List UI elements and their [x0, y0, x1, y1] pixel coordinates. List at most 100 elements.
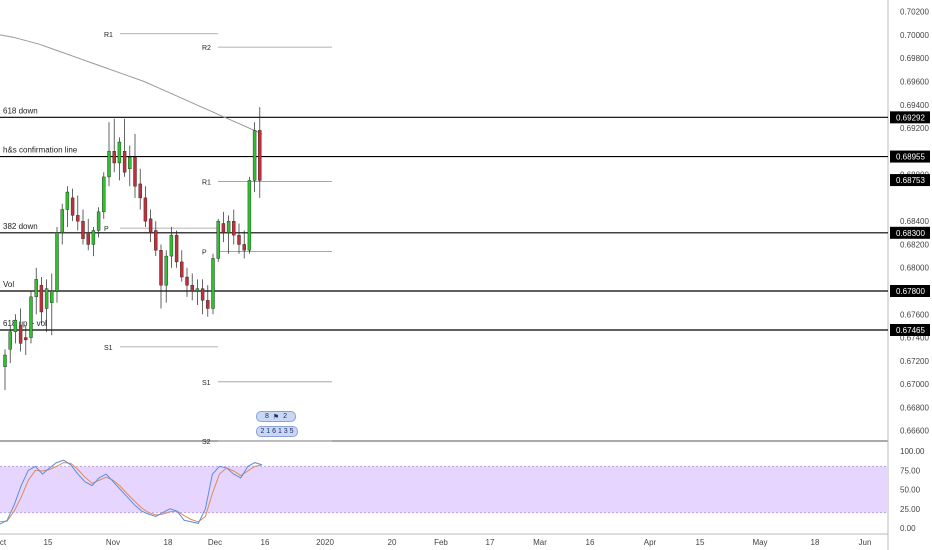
candle-body	[3, 354, 7, 367]
time-axis-label: Apr	[644, 538, 657, 547]
price-tag-bg	[890, 150, 930, 163]
candle-body	[159, 250, 163, 286]
candle-body	[258, 130, 262, 181]
candle-body	[107, 151, 111, 178]
candle-body	[195, 288, 200, 292]
pivot-label: P	[202, 249, 207, 256]
candle-body	[226, 220, 231, 234]
candle-body	[13, 319, 18, 332]
time-axis-label: 18	[811, 538, 820, 547]
candle-body	[180, 261, 184, 278]
candle-body	[185, 276, 189, 286]
pivot-label: R2	[202, 45, 211, 52]
price-axis-tick: 0.67600	[900, 310, 929, 319]
candle-body	[70, 197, 75, 216]
candle-body	[237, 234, 241, 245]
pivot-label: S1	[104, 345, 113, 352]
candle-body	[216, 220, 220, 259]
candle-body	[112, 151, 116, 164]
stoch-axis-tick: 100.00	[900, 447, 925, 456]
stoch-axis-tick: 25.00	[900, 505, 921, 514]
candle-body	[102, 176, 106, 213]
last-price-tag-bg	[890, 174, 930, 187]
candle-body	[138, 183, 142, 199]
price-axis-tick: 0.69400	[900, 101, 929, 110]
price-axis-tick: 0.67000	[900, 380, 929, 389]
stoch-d-line	[0, 462, 263, 523]
level-label-hs-confirmation: h&s confirmation line	[3, 146, 78, 155]
candle-body	[39, 284, 44, 313]
price-tag-618-down: 0.69292	[896, 113, 925, 122]
time-axis-label: 18	[164, 538, 173, 547]
price-tag-bg	[890, 111, 930, 124]
candle-body	[96, 211, 101, 231]
price-tag-bg	[890, 226, 930, 239]
time-axis-label: 2020	[316, 538, 334, 547]
price-axis-tick: 0.68000	[900, 264, 929, 273]
event-badge-bottom[interactable]: 2 1 6 1 3 5	[256, 426, 298, 437]
pivot-label: S1	[202, 380, 211, 387]
candle-body	[143, 197, 148, 222]
price-tag-382-down: 0.68300	[896, 229, 925, 238]
candle-body	[91, 230, 96, 245]
time-axis-label: ct	[0, 538, 7, 547]
candle-body	[86, 232, 90, 245]
candle-body	[200, 288, 205, 301]
candle-body	[34, 279, 38, 298]
price-axis-tick: 0.66800	[900, 403, 929, 412]
level-label-382-down: 382 down	[3, 222, 38, 231]
candle-body	[174, 234, 179, 263]
price-axis-tick: 0.70200	[900, 8, 929, 17]
price-tag-bg	[890, 285, 930, 298]
candle-body	[211, 258, 215, 309]
candle-body	[190, 284, 194, 292]
stoch-axis-tick: 0.00	[900, 524, 916, 533]
stoch-axis-tick: 75.00	[900, 466, 921, 475]
time-axis-label: Jun	[859, 538, 872, 547]
stoch-k-line	[0, 459, 263, 525]
candle-body	[133, 156, 137, 187]
candle-body	[8, 331, 12, 350]
stoch-axis-tick: 50.00	[900, 486, 921, 495]
price-axis-tick: 0.68200	[900, 240, 929, 249]
candle-body	[252, 130, 257, 181]
price-axis-tick: 0.69600	[900, 77, 929, 86]
price-tag-vol-line: 0.67800	[896, 287, 925, 296]
candle-body	[81, 220, 85, 239]
price-axis-tick: 0.67400	[900, 334, 929, 343]
time-axis-label: 20	[388, 538, 397, 547]
candle-body	[24, 337, 28, 341]
price-tag-bg	[890, 324, 930, 336]
time-axis-label: Mar	[533, 538, 547, 547]
pivot-label: P	[104, 226, 109, 233]
candle-body	[44, 288, 49, 309]
candle-body	[247, 180, 252, 251]
candle-body	[55, 232, 59, 292]
candle-body	[50, 290, 54, 303]
price-axis-tick: 0.68400	[900, 217, 929, 226]
candle-body	[122, 151, 127, 173]
level-label-vol-line: Vol	[3, 280, 14, 289]
candle-body	[128, 156, 132, 169]
candle-body	[232, 220, 236, 236]
pivot-label: R1	[202, 180, 211, 187]
price-axis-tick: 0.70000	[900, 31, 929, 40]
level-label-618-down: 618 down	[3, 106, 38, 115]
candle-body	[18, 325, 23, 344]
time-axis-label: Nov	[106, 538, 120, 547]
candle-body	[76, 215, 80, 222]
event-badge-top[interactable]: 8 ⚑ 2	[256, 411, 296, 422]
candle-body	[169, 234, 174, 257]
candle-body	[29, 296, 33, 338]
stoch-band	[0, 466, 888, 513]
candle-body	[117, 141, 122, 164]
pivot-label: R1	[104, 32, 113, 39]
candle-body	[60, 209, 64, 234]
pivot-label: S2	[202, 439, 211, 446]
event-badge-bottom-counts: 2 1 6 1 3 5	[260, 428, 294, 435]
event-badge-right-count: 2	[283, 413, 288, 420]
time-axis-label: 16	[261, 538, 270, 547]
time-axis-label: Feb	[434, 538, 448, 547]
price-axis-tick: 0.69800	[900, 54, 929, 63]
